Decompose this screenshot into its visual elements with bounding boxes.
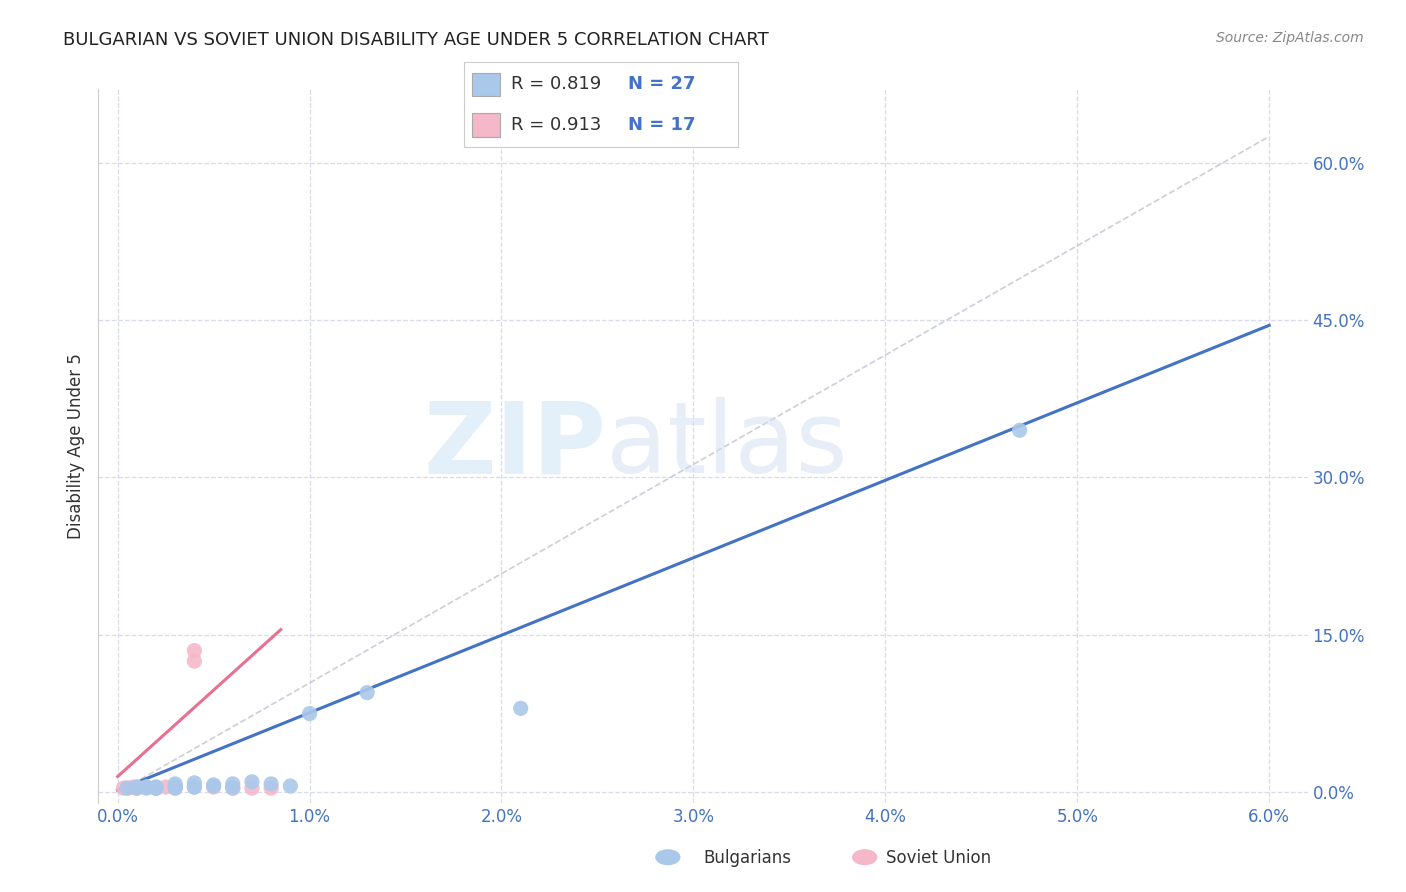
Point bbox=[122, 780, 145, 794]
Point bbox=[115, 781, 138, 796]
Text: Soviet Union: Soviet Union bbox=[886, 849, 991, 867]
Point bbox=[165, 781, 187, 796]
Point bbox=[145, 780, 167, 794]
Text: BULGARIAN VS SOVIET UNION DISABILITY AGE UNDER 5 CORRELATION CHART: BULGARIAN VS SOVIET UNION DISABILITY AGE… bbox=[63, 31, 769, 49]
Point bbox=[145, 781, 167, 796]
Point bbox=[202, 780, 225, 794]
Point bbox=[183, 776, 205, 790]
Text: N = 17: N = 17 bbox=[628, 116, 696, 134]
Point bbox=[240, 781, 263, 796]
Point bbox=[155, 780, 177, 794]
Point bbox=[165, 777, 187, 791]
Point bbox=[202, 778, 225, 792]
Point bbox=[145, 781, 167, 796]
Point bbox=[145, 781, 167, 796]
Point bbox=[145, 781, 167, 796]
Point bbox=[260, 781, 283, 796]
Point bbox=[202, 779, 225, 793]
Point bbox=[183, 643, 205, 657]
Point bbox=[165, 781, 187, 796]
Point bbox=[135, 781, 157, 796]
Point bbox=[183, 654, 205, 668]
Bar bbox=[472, 113, 499, 137]
Point bbox=[135, 780, 157, 794]
Point bbox=[280, 779, 302, 793]
Point bbox=[356, 685, 378, 699]
Y-axis label: Disability Age Under 5: Disability Age Under 5 bbox=[66, 353, 84, 539]
Point bbox=[115, 781, 138, 796]
Point bbox=[165, 780, 187, 794]
Point bbox=[222, 781, 245, 796]
Point bbox=[112, 781, 135, 796]
Point bbox=[125, 781, 148, 796]
Point bbox=[125, 781, 148, 796]
Text: Bulgarians: Bulgarians bbox=[703, 849, 792, 867]
Point bbox=[183, 780, 205, 794]
Text: atlas: atlas bbox=[606, 398, 848, 494]
Point bbox=[125, 780, 148, 794]
Point bbox=[125, 781, 148, 796]
Point bbox=[222, 777, 245, 791]
Text: ZIP: ZIP bbox=[423, 398, 606, 494]
Point bbox=[135, 780, 157, 794]
Point bbox=[298, 706, 321, 721]
Point bbox=[165, 779, 187, 793]
Point bbox=[222, 781, 245, 796]
Text: R = 0.913: R = 0.913 bbox=[510, 116, 600, 134]
Text: R = 0.819: R = 0.819 bbox=[510, 75, 600, 93]
Point bbox=[1008, 423, 1031, 437]
Point bbox=[260, 777, 283, 791]
Text: Source: ZipAtlas.com: Source: ZipAtlas.com bbox=[1216, 31, 1364, 45]
Bar bbox=[472, 72, 499, 96]
Point bbox=[183, 780, 205, 794]
Text: N = 27: N = 27 bbox=[628, 75, 696, 93]
Point bbox=[125, 780, 148, 794]
Point bbox=[145, 780, 167, 794]
Point bbox=[240, 774, 263, 789]
Point bbox=[509, 701, 531, 715]
